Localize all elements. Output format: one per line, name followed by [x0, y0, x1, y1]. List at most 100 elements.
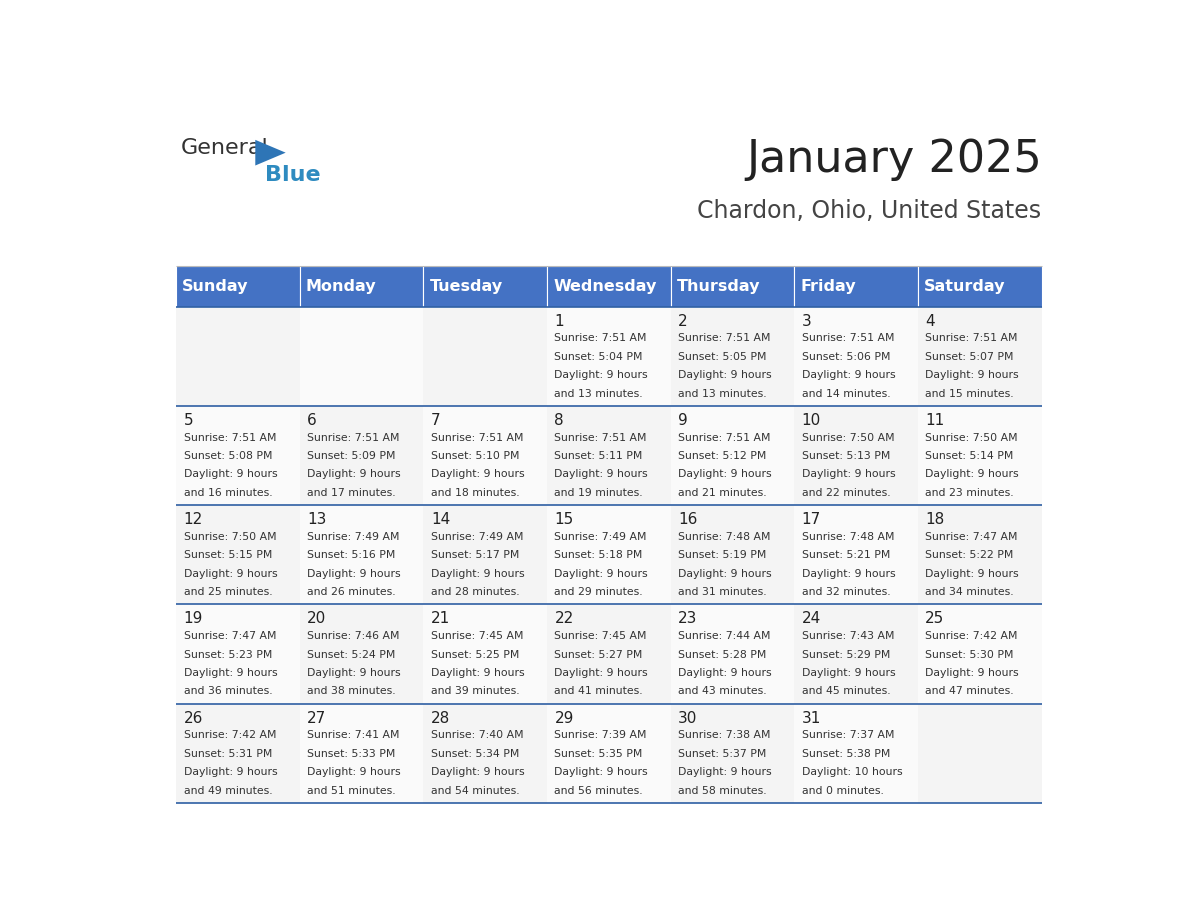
Text: Sunset: 5:15 PM: Sunset: 5:15 PM — [183, 550, 272, 560]
Text: Sunset: 5:25 PM: Sunset: 5:25 PM — [431, 650, 519, 659]
Text: and 0 minutes.: and 0 minutes. — [802, 786, 884, 796]
Text: Blue: Blue — [265, 165, 321, 185]
Text: 12: 12 — [183, 512, 203, 527]
Text: Daylight: 9 hours: Daylight: 9 hours — [183, 469, 277, 479]
Text: and 39 minutes.: and 39 minutes. — [431, 687, 519, 696]
FancyBboxPatch shape — [423, 604, 546, 703]
Text: Friday: Friday — [801, 279, 857, 294]
Text: 18: 18 — [925, 512, 944, 527]
Text: Sunset: 5:35 PM: Sunset: 5:35 PM — [555, 749, 643, 759]
Text: Sunrise: 7:37 AM: Sunrise: 7:37 AM — [802, 731, 895, 741]
FancyBboxPatch shape — [423, 406, 546, 505]
Text: 5: 5 — [183, 413, 194, 428]
Text: and 32 minutes.: and 32 minutes. — [802, 587, 890, 597]
FancyBboxPatch shape — [423, 307, 546, 406]
Text: Sunset: 5:13 PM: Sunset: 5:13 PM — [802, 451, 890, 461]
Text: Daylight: 9 hours: Daylight: 9 hours — [431, 668, 524, 677]
Text: Daylight: 9 hours: Daylight: 9 hours — [308, 568, 400, 578]
Text: Sunrise: 7:51 AM: Sunrise: 7:51 AM — [802, 333, 895, 343]
Text: and 43 minutes.: and 43 minutes. — [678, 687, 766, 696]
Text: Sunrise: 7:42 AM: Sunrise: 7:42 AM — [183, 731, 276, 741]
Text: Daylight: 9 hours: Daylight: 9 hours — [925, 469, 1019, 479]
Text: Sunrise: 7:50 AM: Sunrise: 7:50 AM — [925, 432, 1018, 442]
Text: Sunset: 5:04 PM: Sunset: 5:04 PM — [555, 352, 643, 362]
FancyBboxPatch shape — [671, 505, 795, 604]
Text: Sunset: 5:37 PM: Sunset: 5:37 PM — [678, 749, 766, 759]
FancyBboxPatch shape — [176, 505, 299, 604]
Text: Sunrise: 7:50 AM: Sunrise: 7:50 AM — [802, 432, 895, 442]
Text: and 22 minutes.: and 22 minutes. — [802, 487, 890, 498]
FancyBboxPatch shape — [918, 505, 1042, 604]
Text: and 34 minutes.: and 34 minutes. — [925, 587, 1015, 597]
Text: Sunset: 5:34 PM: Sunset: 5:34 PM — [431, 749, 519, 759]
Text: Daylight: 9 hours: Daylight: 9 hours — [925, 370, 1019, 380]
Text: Sunrise: 7:38 AM: Sunrise: 7:38 AM — [678, 731, 771, 741]
FancyBboxPatch shape — [423, 265, 546, 307]
Text: 31: 31 — [802, 711, 821, 725]
Text: Daylight: 9 hours: Daylight: 9 hours — [431, 469, 524, 479]
FancyBboxPatch shape — [795, 406, 918, 505]
Text: General: General — [181, 139, 268, 159]
Text: and 17 minutes.: and 17 minutes. — [308, 487, 396, 498]
FancyBboxPatch shape — [671, 307, 795, 406]
Text: 26: 26 — [183, 711, 203, 725]
FancyBboxPatch shape — [795, 604, 918, 703]
Text: and 36 minutes.: and 36 minutes. — [183, 687, 272, 696]
FancyBboxPatch shape — [546, 307, 671, 406]
Text: and 29 minutes.: and 29 minutes. — [555, 587, 643, 597]
Text: Sunrise: 7:46 AM: Sunrise: 7:46 AM — [308, 632, 399, 641]
Text: Sunset: 5:10 PM: Sunset: 5:10 PM — [431, 451, 519, 461]
Text: and 45 minutes.: and 45 minutes. — [802, 687, 890, 696]
Text: Sunrise: 7:51 AM: Sunrise: 7:51 AM — [431, 432, 523, 442]
Text: Sunset: 5:21 PM: Sunset: 5:21 PM — [802, 550, 890, 560]
Text: Sunset: 5:31 PM: Sunset: 5:31 PM — [183, 749, 272, 759]
Text: 15: 15 — [555, 512, 574, 527]
Text: Sunset: 5:27 PM: Sunset: 5:27 PM — [555, 650, 643, 659]
Text: Daylight: 9 hours: Daylight: 9 hours — [678, 568, 772, 578]
Text: Daylight: 9 hours: Daylight: 9 hours — [678, 668, 772, 677]
Text: 28: 28 — [431, 711, 450, 725]
Text: Sunrise: 7:50 AM: Sunrise: 7:50 AM — [183, 532, 276, 542]
Text: Daylight: 9 hours: Daylight: 9 hours — [183, 767, 277, 778]
Text: 2: 2 — [678, 314, 688, 329]
Text: Sunset: 5:28 PM: Sunset: 5:28 PM — [678, 650, 766, 659]
Text: 13: 13 — [308, 512, 327, 527]
Text: Daylight: 9 hours: Daylight: 9 hours — [431, 568, 524, 578]
Text: Sunrise: 7:41 AM: Sunrise: 7:41 AM — [308, 731, 399, 741]
FancyBboxPatch shape — [671, 265, 795, 307]
Text: Daylight: 9 hours: Daylight: 9 hours — [678, 370, 772, 380]
FancyBboxPatch shape — [671, 604, 795, 703]
Text: Daylight: 9 hours: Daylight: 9 hours — [802, 668, 896, 677]
Text: Sunset: 5:06 PM: Sunset: 5:06 PM — [802, 352, 890, 362]
Text: 30: 30 — [678, 711, 697, 725]
Text: 11: 11 — [925, 413, 944, 428]
Text: Daylight: 9 hours: Daylight: 9 hours — [555, 469, 649, 479]
Text: Daylight: 9 hours: Daylight: 9 hours — [802, 469, 896, 479]
FancyBboxPatch shape — [795, 505, 918, 604]
FancyBboxPatch shape — [176, 307, 299, 406]
Text: Daylight: 9 hours: Daylight: 9 hours — [555, 767, 649, 778]
Text: Sunrise: 7:51 AM: Sunrise: 7:51 AM — [555, 333, 647, 343]
FancyBboxPatch shape — [918, 265, 1042, 307]
Text: Sunrise: 7:47 AM: Sunrise: 7:47 AM — [925, 532, 1018, 542]
Text: 23: 23 — [678, 611, 697, 626]
Text: and 16 minutes.: and 16 minutes. — [183, 487, 272, 498]
Text: Sunset: 5:24 PM: Sunset: 5:24 PM — [308, 650, 396, 659]
Text: Saturday: Saturday — [924, 279, 1005, 294]
Text: Sunrise: 7:49 AM: Sunrise: 7:49 AM — [431, 532, 523, 542]
Text: Daylight: 9 hours: Daylight: 9 hours — [555, 568, 649, 578]
Text: 25: 25 — [925, 611, 944, 626]
FancyBboxPatch shape — [176, 604, 299, 703]
Text: 21: 21 — [431, 611, 450, 626]
Text: 10: 10 — [802, 413, 821, 428]
Text: Wednesday: Wednesday — [554, 279, 657, 294]
Text: 24: 24 — [802, 611, 821, 626]
FancyBboxPatch shape — [671, 703, 795, 803]
FancyBboxPatch shape — [671, 406, 795, 505]
Text: 29: 29 — [555, 711, 574, 725]
Text: Sunrise: 7:39 AM: Sunrise: 7:39 AM — [555, 731, 647, 741]
Text: Sunrise: 7:51 AM: Sunrise: 7:51 AM — [925, 333, 1018, 343]
Text: Sunrise: 7:51 AM: Sunrise: 7:51 AM — [308, 432, 399, 442]
FancyBboxPatch shape — [176, 265, 299, 307]
Text: and 26 minutes.: and 26 minutes. — [308, 587, 396, 597]
